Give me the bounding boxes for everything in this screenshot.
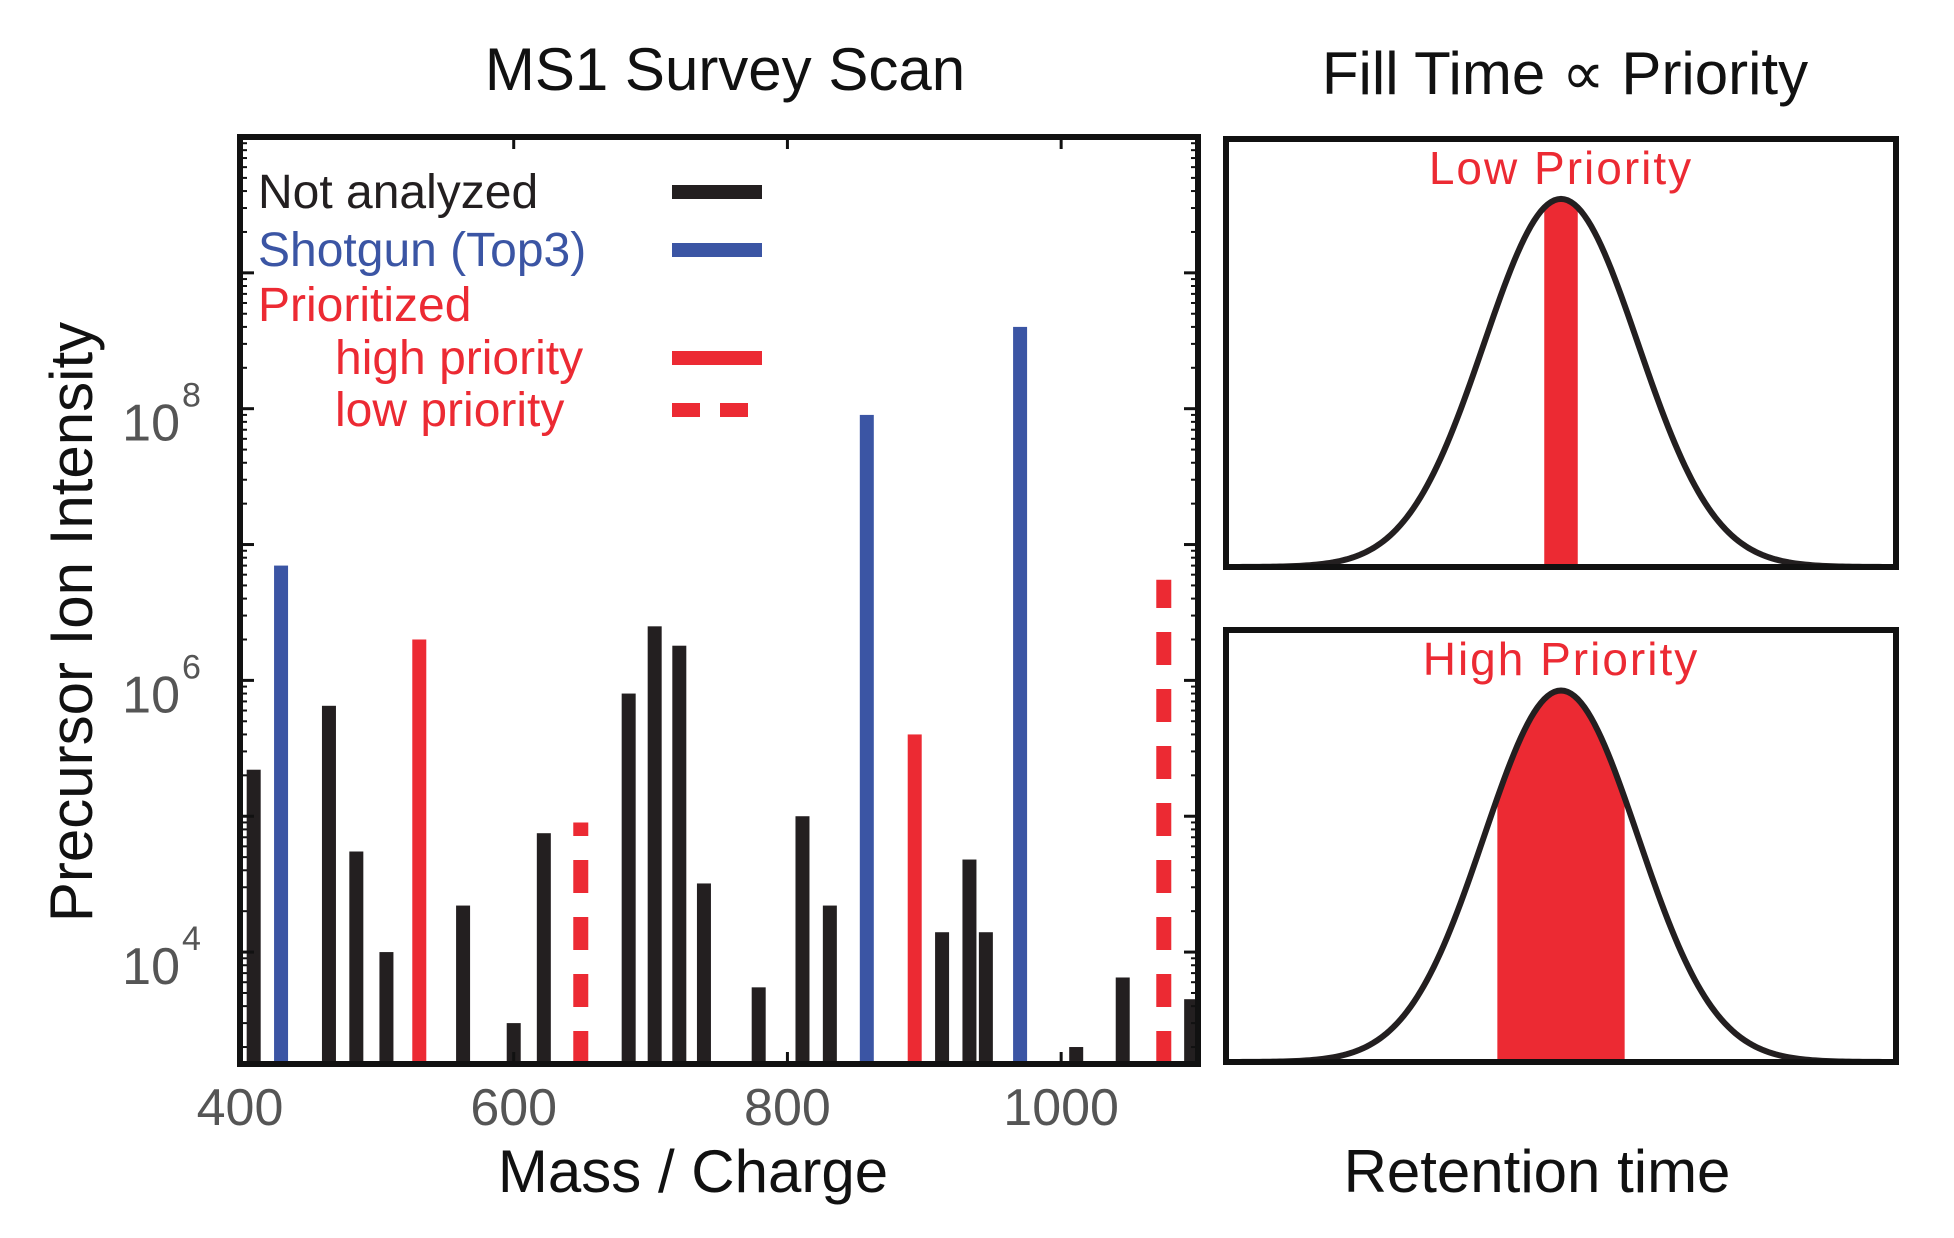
bar-not-analyzed (456, 905, 471, 1064)
high-priority-panel: High Priority (1223, 627, 1899, 1065)
x-tick-label: 1000 (1003, 1079, 1119, 1137)
plot-frame (237, 134, 1201, 1067)
panel-frame (1223, 136, 1899, 570)
legend-label: high priority (335, 332, 583, 385)
y-tick-exponent: 8 (182, 377, 201, 415)
bar-not-analyzed (1115, 977, 1130, 1064)
x-tick-label: 600 (470, 1079, 557, 1137)
panel-frame (1223, 627, 1899, 1065)
fill-time-title: Fill Time ∝ Priority (1322, 40, 1808, 107)
bar-not-analyzed (536, 833, 551, 1064)
low-priority-panel: Low Priority (1223, 136, 1899, 570)
legend-entry-low: low priority (335, 384, 762, 437)
fill-time-area (1497, 690, 1625, 1062)
bar-not-analyzed (795, 816, 810, 1064)
bar-shotgun (859, 414, 874, 1065)
bar-not-analyzed (751, 987, 766, 1064)
y-tick-label: 10 8 (122, 377, 201, 453)
bar-shotgun (1013, 326, 1028, 1064)
ms1-bar-layer (246, 326, 1199, 1065)
legend-entry-prioritized: Prioritized (258, 279, 471, 332)
y-tick-exponent: 4 (182, 920, 201, 958)
bar-not-analyzed (379, 952, 394, 1064)
bar-not-analyzed (506, 1023, 521, 1064)
y-tick-base: 10 (122, 666, 180, 724)
fill-time-chart: Fill Time ∝ Priority Low Priority High P… (1223, 40, 1899, 1205)
x-tick-label: 400 (197, 1079, 284, 1137)
y-tick-label: 10 4 (122, 920, 201, 996)
bar-not-analyzed (935, 932, 950, 1064)
bar-not-analyzed (822, 905, 837, 1064)
x-axis-label: Mass / Charge (498, 1138, 888, 1205)
bar-high (907, 734, 922, 1064)
peak-curve (1225, 687, 1897, 1065)
legend-label: low priority (335, 384, 564, 437)
bar-not-analyzed (246, 769, 261, 1064)
bar-not-analyzed (647, 626, 662, 1064)
legend-entry-shotgun: Shotgun (Top3) (258, 224, 762, 277)
legend-entry-high: high priority (335, 332, 762, 385)
bar-not-analyzed (621, 693, 636, 1064)
x-tick-labels: 400 600 800 1000 (197, 1079, 1119, 1137)
bar-shotgun (274, 565, 289, 1064)
bar-not-analyzed (349, 851, 364, 1064)
peak-curve (1226, 195, 1896, 570)
bar-high (412, 639, 427, 1064)
legend-label: Not analyzed (258, 166, 538, 219)
bar-not-analyzed (1069, 1047, 1084, 1064)
legend-label: Shotgun (Top3) (258, 224, 586, 277)
y-tick-label: 10 6 (122, 648, 201, 724)
y-tick-base: 10 (122, 938, 180, 996)
bar-not-analyzed (978, 932, 993, 1064)
chart-title: MS1 Survey Scan (485, 36, 965, 103)
panel-label: Low Priority (1429, 142, 1693, 194)
legend-label: Prioritized (258, 279, 471, 332)
x-tick-label: 800 (744, 1079, 831, 1137)
bar-not-analyzed (696, 883, 711, 1064)
bar-not-analyzed (321, 705, 336, 1064)
bar-not-analyzed (672, 645, 687, 1064)
y-tick-exponent: 6 (182, 648, 201, 686)
fill-time-area (1544, 198, 1578, 568)
bar-not-analyzed (962, 859, 977, 1064)
legend-entry-not-analyzed: Not analyzed (258, 166, 762, 219)
y-tick-base: 10 (122, 395, 180, 453)
y-axis-label: Precursor Ion Intensity (38, 322, 105, 922)
retention-time-label: Retention time (1344, 1138, 1731, 1205)
panel-label: High Priority (1423, 633, 1700, 685)
